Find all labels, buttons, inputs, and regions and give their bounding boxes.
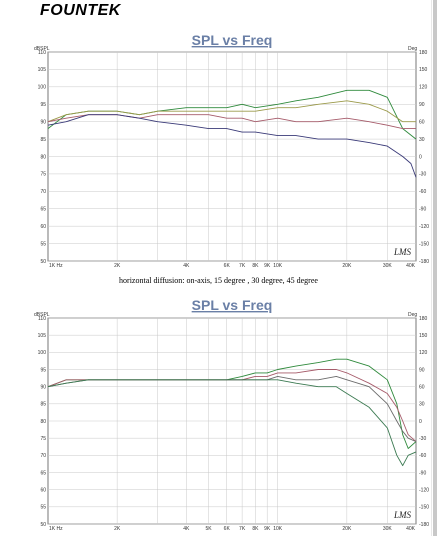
x-tick-label: 40K [406, 263, 416, 269]
x-tick-label: 7K [239, 263, 246, 269]
y2-tick-label: 90 [419, 367, 425, 373]
y-axis-label-left: dBSPL [34, 46, 50, 52]
x-tick-label: 1K Hz [49, 526, 63, 532]
y2-tick-label: 120 [419, 85, 428, 91]
y-tick-label: 85 [40, 137, 46, 143]
x-tick-label: 2K [114, 263, 121, 269]
y2-tick-label: -150 [419, 241, 429, 247]
y2-tick-label: 150 [419, 333, 428, 339]
y2-tick-label: 180 [419, 50, 428, 56]
lms-signature: LMS [393, 247, 412, 257]
x-tick-label: 30K [383, 526, 393, 532]
y-axis-label-right: Deg [408, 46, 417, 52]
y2-tick-label: 90 [419, 102, 425, 108]
y-tick-label: 85 [40, 402, 46, 408]
y2-tick-label: 60 [419, 119, 425, 125]
y2-tick-label: -60 [419, 453, 426, 459]
y2-tick-label: -150 [419, 505, 429, 511]
chart-title: SPL vs Freq [192, 297, 273, 313]
y-tick-label: 90 [40, 119, 46, 125]
y2-tick-label: -180 [419, 259, 429, 265]
y2-tick-label: 120 [419, 350, 428, 356]
y2-tick-label: -60 [419, 189, 426, 195]
y-tick-label: 65 [40, 470, 46, 476]
y-tick-label: 105 [38, 333, 47, 339]
window-edge-line [431, 0, 432, 536]
x-tick-label: 40K [406, 526, 416, 532]
y-tick-label: 50 [40, 522, 46, 528]
x-tick-label: 8K [252, 263, 259, 269]
y2-tick-label: -30 [419, 436, 426, 442]
brand-logo: FOUNTEK [40, 2, 121, 19]
x-tick-label: 9K [264, 526, 271, 532]
x-tick-label: 20K [342, 526, 352, 532]
y-tick-label: 70 [40, 453, 46, 459]
x-tick-label: 6K [224, 526, 231, 532]
y-tick-label: 100 [38, 350, 47, 356]
x-tick-label: 1K Hz [49, 263, 63, 269]
y-tick-label: 70 [40, 189, 46, 195]
lms-signature: LMS [393, 510, 412, 520]
y-tick-label: 110 [38, 50, 46, 56]
x-tick-label: 4K [183, 263, 190, 269]
y-tick-label: 50 [40, 259, 46, 265]
y-tick-label: 60 [40, 487, 46, 493]
y2-tick-label: -90 [419, 470, 426, 476]
chart-caption: horizontal diffusion: on-axis, 15 degree… [119, 276, 318, 285]
y-tick-label: 55 [40, 505, 46, 511]
x-tick-label: 9K [264, 263, 271, 269]
window-edge-scrollbar [433, 0, 437, 536]
y-tick-label: 80 [40, 419, 46, 425]
spl-chart-top: SPL vs Freq dBSPL Deg 50 55 60 65 70 75 80 85 90 95 1… [34, 32, 429, 269]
y-tick-label: 55 [40, 241, 46, 247]
y2-tick-label: -120 [419, 487, 429, 493]
x-tick-label: 7K [239, 526, 246, 532]
y-tick-label: 100 [38, 85, 47, 91]
y-axis-label-right: Deg [408, 312, 417, 318]
y-tick-label: 75 [40, 172, 46, 178]
y2-tick-label: -180 [419, 522, 429, 528]
y2-tick-label: 180 [419, 316, 428, 322]
chart-title: SPL vs Freq [192, 32, 273, 48]
series-line-2 [47, 100, 416, 123]
y-tick-label: 65 [40, 207, 46, 213]
y-tick-label: 105 [38, 67, 47, 73]
x-tick-label: 2K [114, 526, 121, 532]
y2-tick-label: 30 [419, 402, 425, 408]
y-tick-label: 95 [40, 367, 46, 373]
y2-tick-label: 0 [419, 154, 422, 160]
x-tick-label: 10K [273, 263, 283, 269]
y2-tick-label: -30 [419, 172, 426, 178]
spl-chart-bottom: SPL vs Freq dBSPL Deg 50 55 60 65 70 75 80 85 90 95 1… [34, 297, 429, 532]
y2-tick-label: 60 [419, 384, 425, 390]
y-tick-label: 60 [40, 224, 46, 230]
x-tick-label: 30K [383, 263, 393, 269]
x-tick-label: 10K [273, 526, 283, 532]
y2-tick-label: -90 [419, 207, 426, 213]
series-line-4 [47, 379, 417, 467]
y-axis-label-left: dBSPL [34, 312, 50, 318]
y2-tick-label: 30 [419, 137, 425, 143]
y-tick-label: 75 [40, 436, 46, 442]
x-tick-label: 8K [252, 526, 259, 532]
x-tick-label: 5K [205, 526, 212, 532]
y2-tick-label: -120 [419, 224, 429, 230]
x-tick-label: 4K [183, 526, 190, 532]
x-tick-label: 20K [342, 263, 352, 269]
series-line-4 [47, 114, 417, 178]
y-tick-label: 80 [40, 154, 46, 160]
y-tick-label: 95 [40, 102, 46, 108]
y2-tick-label: 150 [419, 67, 428, 73]
y-tick-label: 90 [40, 384, 46, 390]
y-tick-label: 110 [38, 316, 46, 322]
y2-tick-label: 0 [419, 419, 422, 425]
x-tick-label: 6K [224, 263, 231, 269]
